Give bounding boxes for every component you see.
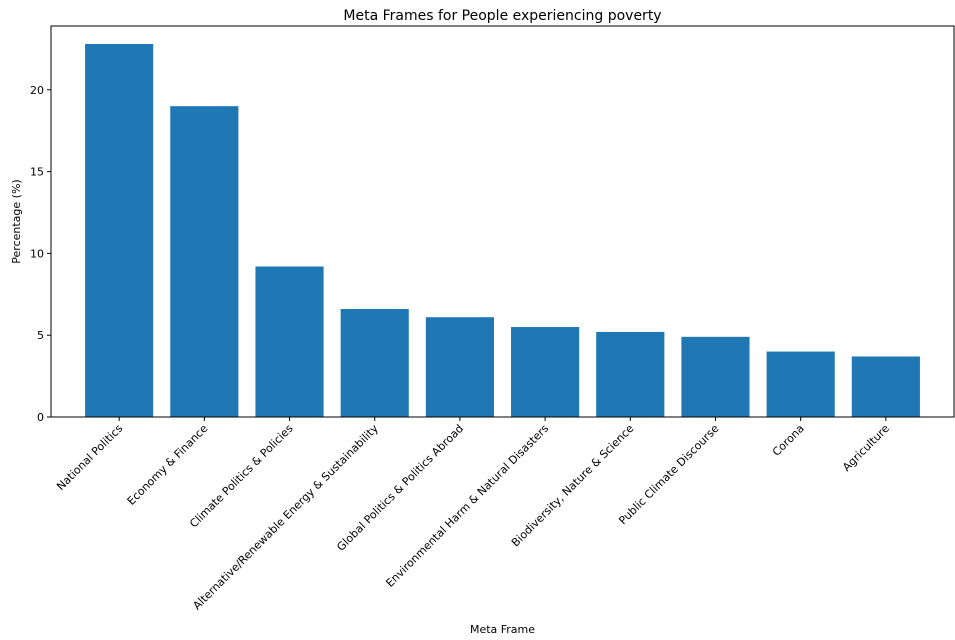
x-tick-label: Economy & Finance — [125, 422, 211, 508]
bar-7 — [681, 336, 750, 417]
y-axis-label: Percentage (%) — [10, 179, 23, 263]
bar-9 — [851, 356, 920, 417]
bar-0 — [85, 43, 154, 417]
bar-1 — [170, 106, 239, 417]
y-tick-label: 10 — [30, 247, 44, 260]
bar-5 — [511, 327, 580, 417]
y-tick-label: 20 — [30, 84, 44, 97]
x-tick-label: Alternative/Renewable Energy & Sustainab… — [190, 422, 381, 613]
bar-6 — [596, 331, 665, 417]
bar-3 — [340, 309, 409, 417]
bar-4 — [425, 317, 494, 417]
x-tick-label: National Politics — [54, 422, 125, 493]
y-tick-label: 5 — [37, 329, 44, 342]
y-tick-label: 0 — [37, 411, 44, 424]
x-tick-label: Agriculture — [840, 422, 892, 474]
x-tick-label: Corona — [770, 422, 807, 459]
chart-title: Meta Frames for People experiencing pove… — [343, 8, 661, 24]
bar-8 — [766, 351, 835, 417]
bars-group — [85, 43, 920, 417]
x-tick-label: Environmental Harm & Natural Disasters — [383, 422, 551, 590]
x-tick-label: Public Climate Discourse — [616, 422, 721, 527]
x-axis-label: Meta Frame — [470, 623, 535, 636]
plot-frame — [50, 25, 955, 418]
x-axis-ticks: National Politics Economy & FinanceClimat… — [54, 417, 892, 612]
y-tick-label: 15 — [30, 166, 44, 179]
bar-2 — [255, 266, 324, 417]
y-axis-ticks: 0 5 10 15 20 — [30, 84, 51, 424]
